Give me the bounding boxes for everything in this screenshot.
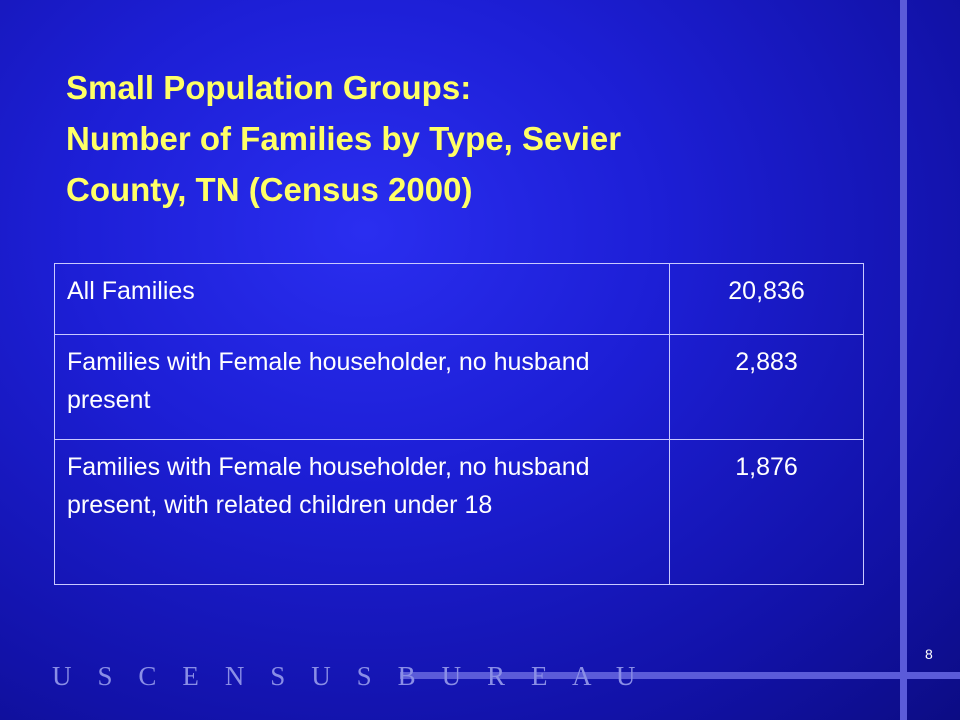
row-value: 20,836 (669, 263, 864, 335)
title-line-1: Small Population Groups: (66, 69, 472, 106)
vertical-accent-line (900, 0, 907, 720)
row-label: Families with Female householder, no hus… (54, 439, 670, 585)
row-label: All Families (54, 263, 670, 335)
table-row: All Families 20,836 (54, 263, 864, 335)
page-number: 8 (925, 646, 933, 662)
title-line-2: Number of Families by Type, Sevier (66, 120, 622, 157)
slide-title: Small Population Groups: Number of Famil… (66, 62, 866, 215)
row-value: 1,876 (669, 439, 864, 585)
row-label: Families with Female householder, no hus… (54, 334, 670, 440)
table-row: Families with Female householder, no hus… (54, 439, 864, 585)
horizontal-accent-line (400, 672, 960, 679)
title-line-3: County, TN (Census 2000) (66, 171, 473, 208)
families-table: All Families 20,836 Families with Female… (54, 263, 864, 585)
table-row: Families with Female householder, no hus… (54, 334, 864, 440)
census-bureau-logo: U S C E N S U S B U R E A U (52, 661, 646, 691)
row-value: 2,883 (669, 334, 864, 440)
